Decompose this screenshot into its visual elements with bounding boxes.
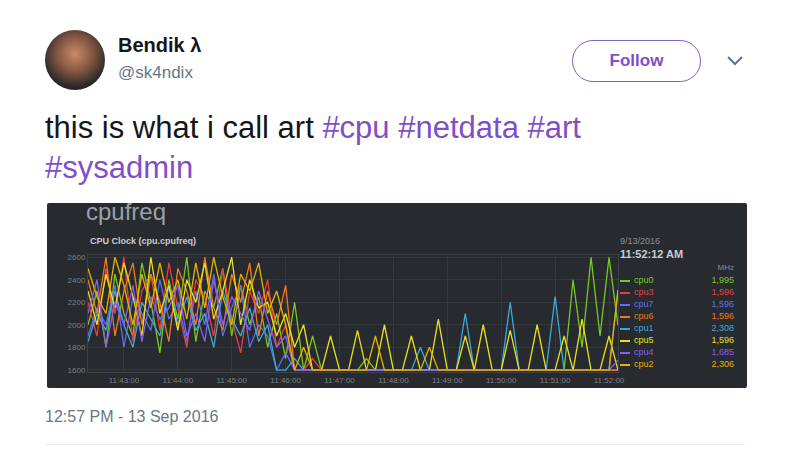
html-text:this is what i call art #cpu #: this is what i call art #cpu #netdata #a… [45, 110, 581, 145]
svg-text:11:50:00: 11:50:00 [486, 376, 517, 385]
html-text:1,596: 1,596 [711, 335, 734, 345]
html-text:2,308: 2,308 [711, 323, 734, 333]
svg-text:2200: 2200 [68, 298, 86, 307]
svg-text:1800: 1800 [68, 343, 86, 352]
svg-text:11:45:00: 11:45:00 [216, 376, 247, 385]
svg-text:11:51:00: 11:51:00 [540, 376, 571, 385]
html-text:cpu5: cpu5 [634, 335, 654, 345]
html-text:9/13/2016: 9/13/2016 [620, 236, 660, 246]
html-text:2,306: 2,306 [711, 359, 734, 369]
svg-text:11:44:00: 11:44:00 [163, 376, 194, 385]
html-text:cpu7: cpu7 [634, 299, 654, 309]
svg-text:2600: 2600 [68, 253, 86, 262]
html-text:cpu2: cpu2 [634, 359, 654, 369]
svg-text:CPU Clock (cpu.cpufreq): CPU Clock (cpu.cpufreq) [90, 236, 196, 246]
svg-text:11:52:00: 11:52:00 [594, 376, 625, 385]
svg-text:11:43:00: 11:43:00 [109, 376, 140, 385]
html-text:Bendik λ: Bendik λ [118, 34, 202, 56]
svg-text:11:48:00: 11:48:00 [378, 376, 409, 385]
html-text:1,995: 1,995 [711, 275, 734, 285]
html-text:1,596: 1,596 [711, 287, 734, 297]
html-text:12:57 PM - 13 Sep 2016: 12:57 PM - 13 Sep 2016 [45, 408, 219, 425]
svg-text:2000: 2000 [68, 321, 86, 330]
svg-text:1600: 1600 [68, 366, 86, 375]
html-text:@sk4ndix: @sk4ndix [118, 63, 193, 82]
html-text:MHz: MHz [717, 263, 734, 272]
svg-text:11:47:00: 11:47:00 [324, 376, 355, 385]
html-text:Follow: Follow [609, 51, 664, 70]
svg-text:11:46:00: 11:46:00 [270, 376, 301, 385]
html-text:11:52:12 AM: 11:52:12 AM [620, 248, 684, 260]
html-text:cpu1: cpu1 [634, 323, 654, 333]
html-text:1,596: 1,596 [711, 299, 734, 309]
html-text:#sysadmin: #sysadmin [45, 150, 194, 185]
html-text:cpu0: cpu0 [634, 275, 654, 285]
svg-text:11:49:00: 11:49:00 [432, 376, 463, 385]
html-text:cpu6: cpu6 [634, 311, 654, 321]
html-text:cpufreq: cpufreq [86, 198, 167, 225]
svg-text:2400: 2400 [68, 276, 86, 285]
html-text:cpu4: cpu4 [634, 347, 654, 357]
html-text:cpu3: cpu3 [634, 287, 654, 297]
html-text:1,596: 1,596 [711, 311, 734, 321]
html-text:1,685: 1,685 [711, 347, 734, 357]
